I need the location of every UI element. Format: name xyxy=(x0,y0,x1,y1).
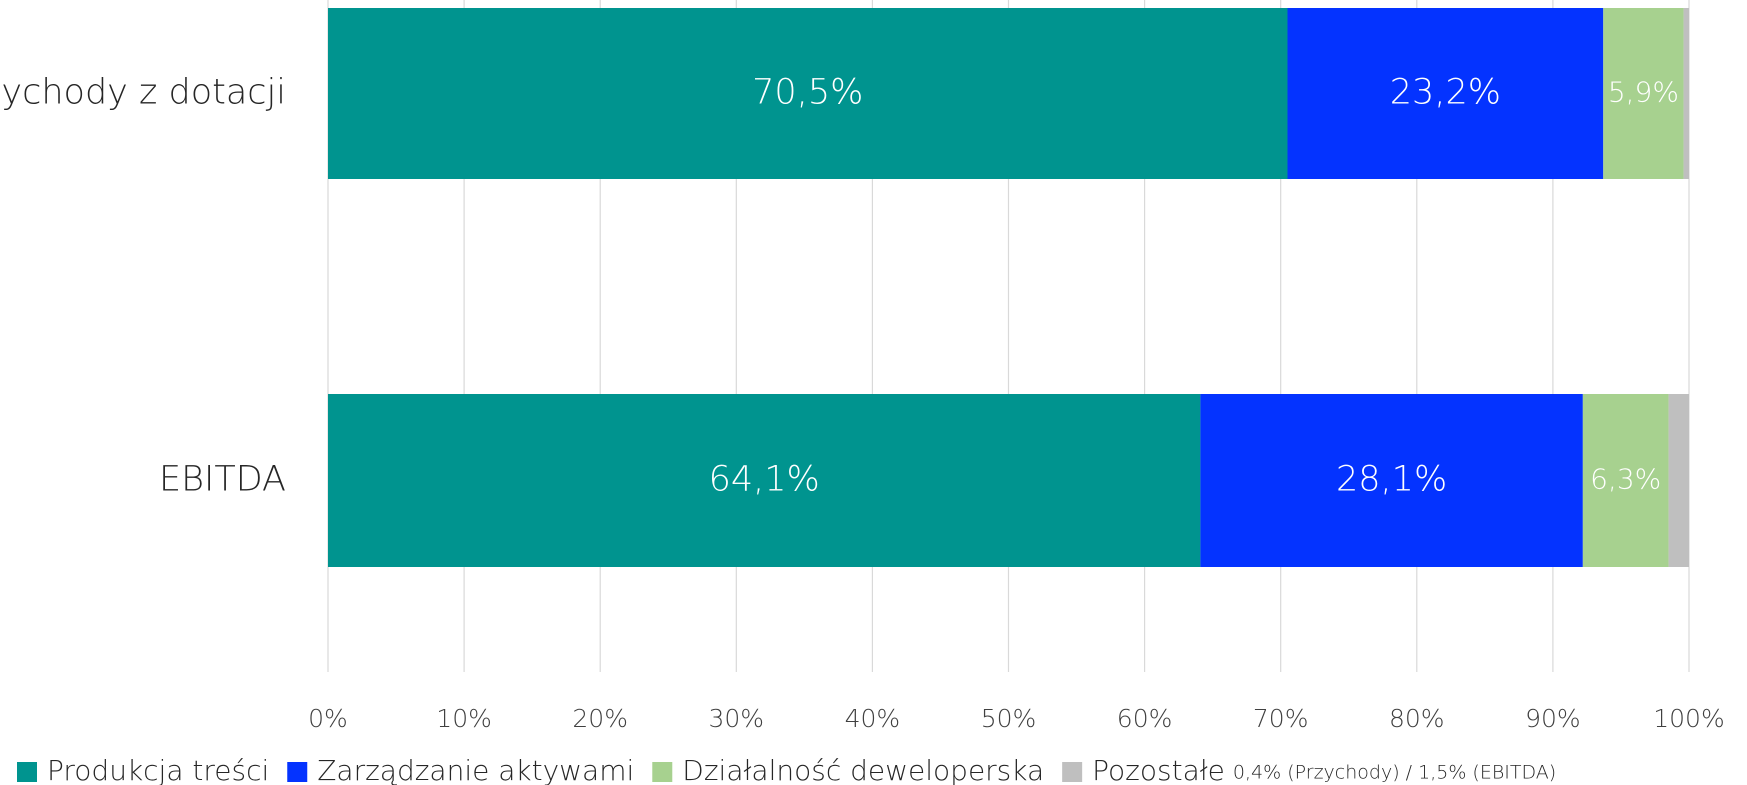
bar-segment xyxy=(1287,8,1604,179)
value-label: 64,1% xyxy=(709,460,820,500)
bar-segment xyxy=(1668,394,1689,567)
x-tick-label: 10% xyxy=(436,704,492,733)
value-label: 28,1% xyxy=(1336,460,1447,500)
x-tick-label: 100% xyxy=(1653,704,1724,733)
legend-note: 0,4% (Przychody) / 1,5% (EBITDA) xyxy=(1233,762,1556,784)
legend: Produkcja treści Zarządzanie aktywami Dzia… xyxy=(17,754,1556,785)
legend-label: Działalność deweloperska xyxy=(682,754,1044,785)
x-tick-label: 40% xyxy=(845,704,901,733)
bar-segment xyxy=(1683,8,1689,179)
bars: Przychody z dotacji 70,5% 23,2% 5,9% EBITDA 6… xyxy=(0,8,1689,567)
legend-label: Pozostałe xyxy=(1092,754,1225,785)
value-label: 23,2% xyxy=(1390,73,1501,113)
value-label: 6,3% xyxy=(1590,463,1661,496)
legend-label: Produkcja treści xyxy=(47,754,269,785)
legend-label: Zarządzanie aktywami xyxy=(317,754,634,785)
bar-segment xyxy=(328,8,1288,179)
bar-segment xyxy=(1582,394,1669,567)
x-tick-label: 70% xyxy=(1253,704,1309,733)
x-tick-label: 90% xyxy=(1525,704,1581,733)
value-label: 5,9% xyxy=(1608,76,1679,109)
x-tick-label: 20% xyxy=(572,704,628,733)
x-tick-label: 30% xyxy=(709,704,765,733)
value-label: 70,5% xyxy=(752,73,863,113)
legend-swatch xyxy=(1062,762,1083,782)
bar-segment xyxy=(1200,394,1583,567)
x-tick-label: 80% xyxy=(1389,704,1445,733)
category-label: EBITDA xyxy=(159,460,286,500)
category-label: Przychody z dotacji xyxy=(0,73,286,113)
bar-segment xyxy=(1603,8,1684,179)
x-tick-label: 50% xyxy=(981,704,1037,733)
x-tick-label: 60% xyxy=(1117,704,1173,733)
bar-segment xyxy=(328,394,1201,567)
x-tick-label: 0% xyxy=(308,704,348,733)
legend-swatch xyxy=(287,762,308,782)
legend-swatch xyxy=(17,762,37,782)
legend-swatch xyxy=(652,762,673,782)
